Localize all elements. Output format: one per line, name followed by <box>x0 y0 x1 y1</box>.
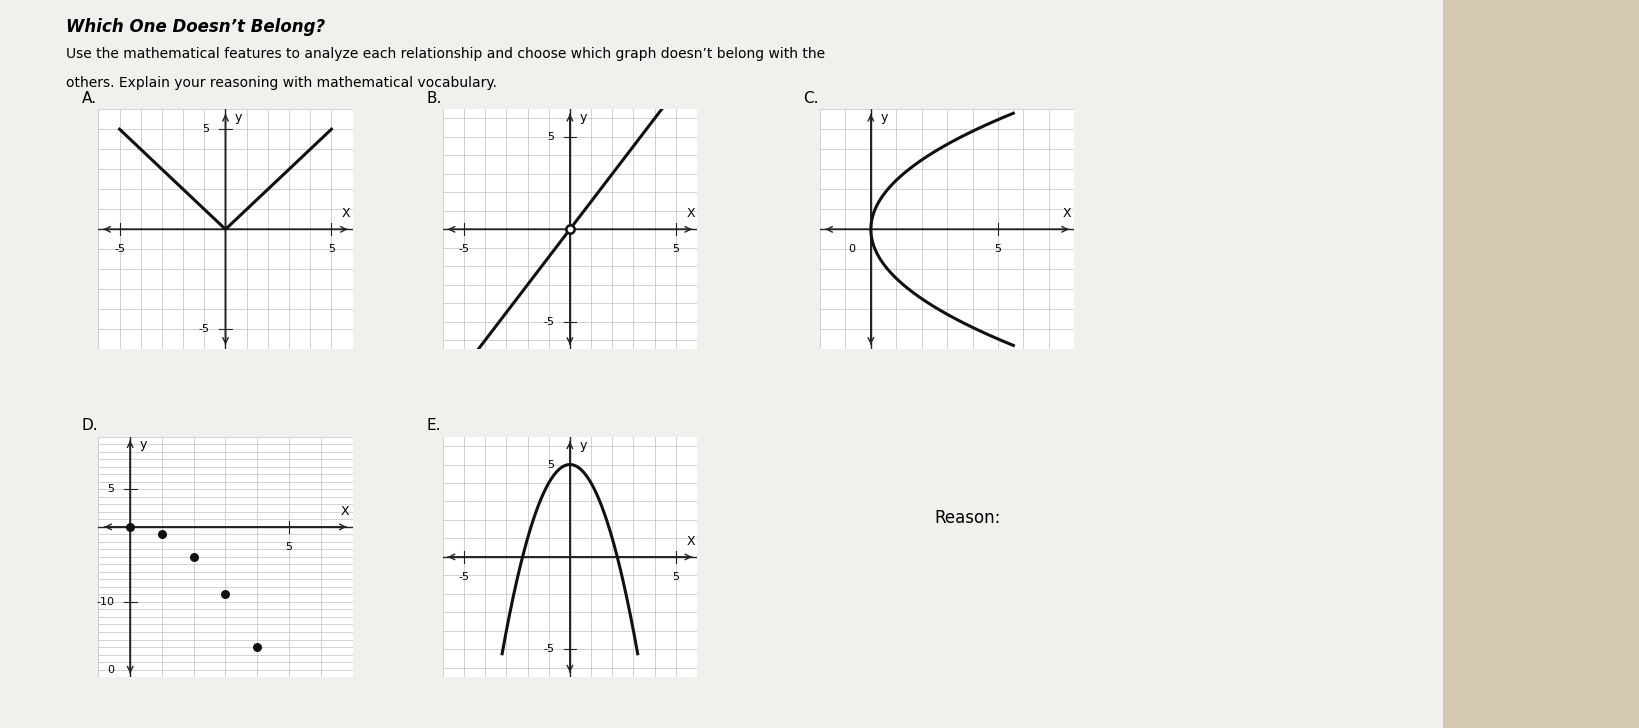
Text: X: X <box>685 535 695 548</box>
Text: 5: 5 <box>672 245 679 254</box>
Text: -5: -5 <box>115 245 125 254</box>
Point <box>116 521 143 533</box>
Text: -5: -5 <box>459 572 469 582</box>
Text: -5: -5 <box>459 245 469 254</box>
Text: Which One Doesn’t Belong?: Which One Doesn’t Belong? <box>66 18 325 36</box>
Text: others. Explain your reasoning with mathematical vocabulary.: others. Explain your reasoning with math… <box>66 76 497 90</box>
Text: -10: -10 <box>97 597 115 607</box>
Text: 5: 5 <box>993 245 1001 254</box>
Text: y: y <box>579 111 587 124</box>
Text: y: y <box>579 439 587 451</box>
Text: 5: 5 <box>107 484 115 494</box>
Text: D.: D. <box>82 418 98 433</box>
Text: X: X <box>685 207 695 221</box>
Text: 5: 5 <box>328 245 334 254</box>
Text: 5: 5 <box>547 132 554 142</box>
Text: y: y <box>234 111 243 124</box>
Text: Reason:: Reason: <box>934 509 1000 527</box>
Text: Use the mathematical features to analyze each relationship and choose which grap: Use the mathematical features to analyze… <box>66 47 824 61</box>
Point <box>149 529 175 540</box>
Text: 0: 0 <box>847 245 854 254</box>
Text: X: X <box>1062 207 1070 221</box>
Text: y: y <box>139 438 148 451</box>
Text: 5: 5 <box>285 542 292 552</box>
Text: X: X <box>341 505 349 518</box>
Text: B.: B. <box>426 90 441 106</box>
Text: E.: E. <box>426 418 441 433</box>
Text: 5: 5 <box>547 459 554 470</box>
Text: -5: -5 <box>198 325 210 334</box>
Text: C.: C. <box>803 90 818 106</box>
Point <box>244 641 270 653</box>
Text: X: X <box>341 207 351 221</box>
Text: 5: 5 <box>672 572 679 582</box>
Text: 0: 0 <box>107 665 115 675</box>
Text: -5: -5 <box>543 317 554 327</box>
Text: 5: 5 <box>203 124 210 134</box>
Point <box>180 551 207 563</box>
Text: y: y <box>880 111 887 124</box>
Point <box>213 589 239 601</box>
Text: -5: -5 <box>543 644 554 654</box>
Text: A.: A. <box>82 90 97 106</box>
